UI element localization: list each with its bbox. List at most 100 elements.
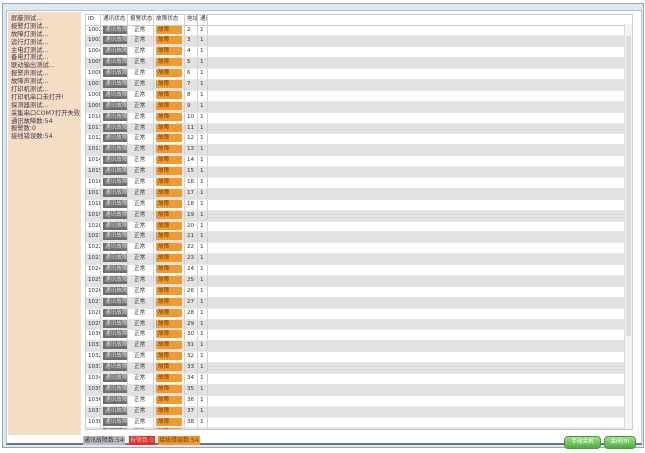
table-row[interactable]: 1028 通讯故障 正常 故障 28 1 — [86, 308, 632, 320]
cell-value: 正常 — [134, 26, 146, 33]
cell: 正常 — [128, 265, 154, 275]
cell: 正常 — [128, 406, 154, 417]
table-row[interactable]: 1021 通讯故障 正常 故障 21 1 — [86, 232, 632, 244]
cell: 故障 — [154, 210, 185, 221]
cell-value: 正常 — [134, 102, 146, 109]
table-row[interactable]: 1039通讯故障正常 故障 39 1 — [86, 428, 632, 429]
table-row[interactable]: 1036 通讯故障 正常 故障 36 1 — [86, 395, 632, 407]
cell: 5 — [185, 58, 198, 69]
table-row[interactable]: 1004 通讯故障 正常 故障 4 1 — [86, 47, 632, 59]
fault-status-badge: 故障 — [156, 330, 182, 339]
table-row[interactable]: 1030 通讯故障 正常 故障 30 1 — [86, 330, 632, 342]
column-header[interactable]: 通道 — [198, 15, 208, 25]
cell-value: 正常 — [134, 385, 146, 392]
table-row[interactable]: 1025 通讯故障 正常 故障 25 1 — [86, 275, 632, 287]
table-row[interactable]: 1008 通讯故障 正常 故障 8 1 — [86, 90, 632, 102]
cell-value: 1004 — [88, 48, 101, 55]
scrollbar-thumb[interactable] — [626, 36, 631, 336]
table-row[interactable]: 1002 通讯故障 正常 故障 2 1 — [86, 25, 632, 37]
cell: 正常 — [128, 286, 154, 297]
cell: 1 — [198, 384, 208, 395]
cell-value: 正常 — [134, 233, 146, 240]
column-header[interactable]: 通讯状态 — [101, 15, 128, 25]
manual-shutdown-button[interactable]: 手动关机 — [564, 436, 601, 449]
cell: 正常 — [128, 341, 154, 352]
cell: 正常 — [128, 123, 154, 134]
table-row[interactable]: 1035 通讯故障 正常 故障 35 1 — [86, 384, 632, 396]
cell: 故障 — [154, 25, 185, 36]
table-row[interactable]: 1032 通讯故障 正常 故障 32 1 — [86, 352, 632, 364]
cell: 故障 — [154, 352, 185, 363]
cell: 正常 — [128, 210, 154, 221]
cell-value: 1029 — [88, 320, 101, 327]
table-row[interactable]: 1037 通讯故障 正常 故障 37 1 — [86, 406, 632, 418]
cell-value: 1033 — [88, 364, 101, 371]
cell: 故障 — [154, 167, 185, 177]
fault-status-badge: 故障 — [156, 58, 182, 67]
table-row[interactable]: 1034 通讯故障 正常 故障 34 1 — [86, 374, 632, 385]
cell: 故障 — [154, 79, 185, 90]
cell-value: 正常 — [134, 146, 146, 153]
comm-status-badge: 通讯故障 — [103, 428, 127, 429]
cell: 正常 — [128, 58, 154, 69]
cell-value: 1 — [200, 331, 204, 338]
table-row[interactable]: 1038 通讯故障 正常 故障 38 1 — [86, 417, 632, 429]
table-row[interactable]: 1031 通讯故障 正常 故障 31 1 — [86, 341, 632, 353]
column-header[interactable]: ID — [86, 15, 101, 25]
cell-value: 7 — [187, 80, 191, 87]
cell: 1033 — [86, 363, 101, 373]
fault-status-badge: 故障 — [156, 134, 182, 143]
table-row[interactable]: 1024 通讯故障 正常 故障 24 1 — [86, 265, 632, 276]
table-row[interactable]: 1020 通讯故障 正常 故障 20 1 — [86, 221, 632, 233]
cell: 1 — [198, 417, 208, 428]
table-row[interactable]: 1006 通讯故障 正常 故障 6 1 — [86, 69, 632, 80]
table-row[interactable]: 1009 通讯故障 正常 故障 9 1 — [86, 101, 632, 113]
table-row[interactable]: 1005 通讯故障 正常 故障 5 1 — [86, 58, 632, 70]
cell: 38 — [185, 417, 198, 428]
table-row[interactable]: 1003 通讯故障 正常 故障 3 1 — [86, 36, 632, 48]
table-row[interactable]: 1012 通讯故障 正常 故障 12 1 — [86, 134, 632, 146]
table-row[interactable]: 1007 通讯故障 正常 故障 7 1 — [86, 79, 632, 91]
close-button[interactable]: 关闭(5) — [604, 436, 636, 449]
table-row[interactable]: 1019 通讯故障 正常 故障 19 1 — [86, 210, 632, 222]
table-row[interactable]: 1022 通讯故障 正常 故障 22 1 — [86, 243, 632, 255]
cell: 1 — [198, 221, 208, 232]
table-row[interactable]: 1029 通讯故障 正常 故障 29 1 — [86, 319, 632, 331]
table-row[interactable]: 1013 通讯故障 正常 故障 13 1 — [86, 145, 632, 157]
column-header[interactable]: 地址 — [185, 15, 198, 25]
column-header[interactable]: 报警状态 — [128, 15, 154, 25]
table-row[interactable]: 1014 通讯故障 正常 故障 14 1 — [86, 156, 632, 168]
table-row[interactable]: 1017 通讯故障 正常 故障 17 1 — [86, 188, 632, 200]
fault-status-badge: 故障 — [156, 352, 182, 361]
cell-value: 1002 — [88, 26, 101, 33]
table-row[interactable]: 1027 通讯故障 正常 故障 27 1 — [86, 297, 632, 309]
vertical-scrollbar[interactable] — [624, 24, 632, 429]
cell: 23 — [185, 254, 198, 265]
cell: 正常 — [128, 188, 154, 199]
cell-value: 1022 — [88, 244, 101, 251]
cell: 1 — [198, 406, 208, 417]
column-header[interactable]: 故障状态 — [154, 15, 185, 25]
table-row[interactable]: 1016 通讯故障 正常 故障 16 1 — [86, 177, 632, 189]
fault-status-badge: 故障 — [156, 221, 182, 230]
cell: 3 — [185, 36, 198, 47]
table-row[interactable]: 1026 通讯故障 正常 故障 26 1 — [86, 286, 632, 298]
cell: 故障 — [154, 177, 185, 188]
table-row[interactable]: 1010 通讯故障 正常 故障 10 1 — [86, 112, 632, 124]
cell: 12 — [185, 134, 198, 145]
cell-value: 正常 — [134, 375, 146, 381]
table-row[interactable]: 1033 通讯故障 正常 故障 33 1 — [86, 363, 632, 374]
cell: 1010 — [86, 112, 101, 123]
cell: 正常 — [128, 374, 154, 384]
cell: 1016 — [86, 177, 101, 188]
cell: 正常 — [128, 145, 154, 156]
table-row[interactable]: 1015 通讯故障 正常 故障 15 1 — [86, 167, 632, 178]
cell: 1039 — [86, 428, 101, 429]
table-row[interactable]: 1011 通讯故障 正常 故障 11 1 — [86, 123, 632, 135]
table-row[interactable]: 1018 通讯故障 正常 故障 18 1 — [86, 199, 632, 211]
cell: 故障 — [154, 243, 185, 254]
table-row[interactable]: 1023 通讯故障 正常 故障 23 1 — [86, 254, 632, 266]
fault-status-badge: 故障 — [156, 265, 182, 274]
cell: 正常 — [128, 417, 154, 428]
cell: 正常 — [128, 330, 154, 341]
